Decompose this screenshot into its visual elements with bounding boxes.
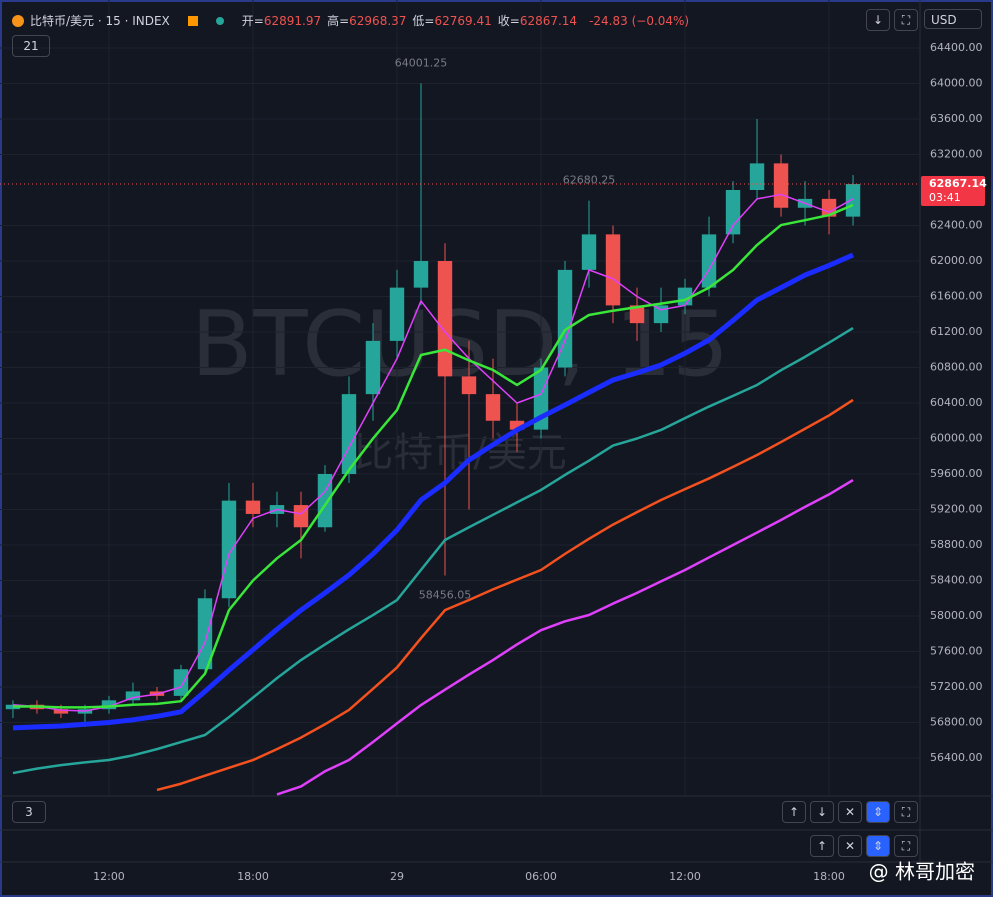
ma-line [12, 252, 855, 731]
y-tick-label: 61200.00 [930, 325, 983, 338]
candle-body [629, 305, 645, 324]
ma-line [156, 398, 854, 792]
y-tick-label: 56800.00 [930, 715, 983, 728]
x-tick-label: 18:00 [813, 870, 845, 883]
y-tick-label: 59600.00 [930, 467, 983, 480]
y-tick-label: 58000.00 [930, 609, 983, 622]
coin-icon [12, 14, 24, 27]
y-tick-label: 59200.00 [930, 502, 983, 515]
candle-body [557, 269, 573, 368]
ma-line [12, 203, 854, 709]
currency[interactable]: USD [924, 9, 982, 29]
ohlc-value: 62769.41 [434, 14, 492, 28]
ohlc-label: 开= [241, 14, 264, 28]
candle-body [197, 598, 213, 670]
y-tick-label: 60400.00 [930, 396, 983, 409]
countdown: 03:41 [929, 191, 961, 204]
status-dot [215, 16, 224, 25]
x-tick-label: 12:00 [669, 870, 701, 883]
candle-body [845, 184, 861, 217]
price-annotation: 58456.05 [419, 589, 472, 602]
flag [187, 15, 198, 26]
ohlc-value: 62968.37 [349, 14, 407, 28]
watermark: BTCUSD, 15 [191, 292, 729, 397]
y-tick-label: 60000.00 [930, 432, 983, 445]
price-label-bg [921, 176, 985, 207]
maximize-btn[interactable]: ⛶ [894, 835, 918, 857]
y-tick-label: 62000.00 [930, 254, 983, 267]
y-tick-label: 64000.00 [930, 77, 983, 90]
y-tick-label: 64400.00 [930, 41, 983, 54]
candle-body [653, 305, 669, 324]
x-tick-label: 12:00 [93, 870, 125, 883]
candle-body [173, 669, 189, 696]
candle-body [581, 234, 597, 270]
y-tick-label: 58400.00 [930, 573, 983, 586]
y-tick-label: 61600.00 [930, 290, 983, 303]
x-tick-label: 18:00 [237, 870, 269, 883]
candle-body [389, 287, 405, 341]
candle-body [365, 340, 381, 395]
y-tick-label: 57600.00 [930, 644, 983, 657]
candle-body [125, 691, 141, 701]
pane-toggle[interactable]: 3 [12, 801, 46, 823]
ohlc-label: 高= [327, 14, 350, 28]
y-tick-label: 58800.00 [930, 538, 983, 551]
ma-line [12, 326, 854, 775]
candle-body [485, 394, 501, 421]
download-btn[interactable]: ↓ [866, 9, 890, 31]
candle-body [437, 261, 453, 377]
fullscreen-btn[interactable]: ⛶ [894, 9, 918, 31]
ohlc: 开=62891.97 高=62968.37 低=62769.41 收=62867.14 [242, 12, 583, 29]
close-btn[interactable]: ✕ [838, 835, 862, 857]
header: 比特币/美元 · 15 · INDEX 开=62891.97 高=62968.37… [12, 12, 689, 29]
ohlc-value: 62891.97 [263, 14, 322, 28]
symbol[interactable]: 比特币/美元 · 15 · INDEX [30, 14, 170, 28]
ma-line [12, 193, 854, 712]
y-tick-label: 62400.00 [930, 219, 983, 232]
x-tick-label: 06:00 [525, 870, 557, 883]
candle-body [245, 500, 261, 514]
y-tick-label: 57200.00 [930, 680, 983, 693]
close-btn[interactable]: ✕ [838, 801, 862, 823]
candle-body [509, 420, 525, 430]
ohlc-label: 低= [412, 14, 435, 28]
candle-body [101, 700, 117, 710]
up-btn[interactable]: ↑ [782, 801, 806, 823]
candle-body [221, 500, 237, 599]
ohlc-value: 62867.14 [519, 14, 578, 28]
maximize-btn[interactable]: ⛶ [894, 801, 918, 823]
change: -24.83 (−0.04%) [589, 13, 690, 28]
candle-body [5, 704, 21, 710]
y-tick-label: 63200.00 [930, 148, 983, 161]
y-tick-label: 60800.00 [930, 361, 983, 374]
candle-body [413, 261, 429, 288]
collapse-btn[interactable]: ⇕ [866, 835, 890, 857]
candle-body [773, 163, 789, 208]
indicator-toggle[interactable]: 21 [12, 35, 50, 57]
price-annotation: 64001.25 [395, 56, 448, 69]
collapse-btn[interactable]: ⇕ [866, 801, 890, 823]
candle-body [53, 709, 69, 714]
candle-body [317, 474, 333, 528]
candle-body [461, 376, 477, 395]
y-tick-label: 63600.00 [930, 112, 983, 125]
price-annotation: 62680.25 [563, 174, 616, 187]
candle-body [605, 234, 621, 306]
candle-body [725, 190, 741, 235]
footer-watermark: @ 林哥加密 [869, 860, 975, 884]
x-tick-label: 29 [390, 870, 404, 883]
candle-body [749, 163, 765, 191]
y-tick-label: 56400.00 [930, 751, 983, 764]
ohlc-label: 收= [497, 14, 520, 28]
down-btn[interactable]: ↓ [810, 801, 834, 823]
up-btn[interactable]: ↑ [810, 835, 834, 857]
ma-line [276, 478, 854, 796]
price-label: 62867.14 [929, 177, 987, 190]
